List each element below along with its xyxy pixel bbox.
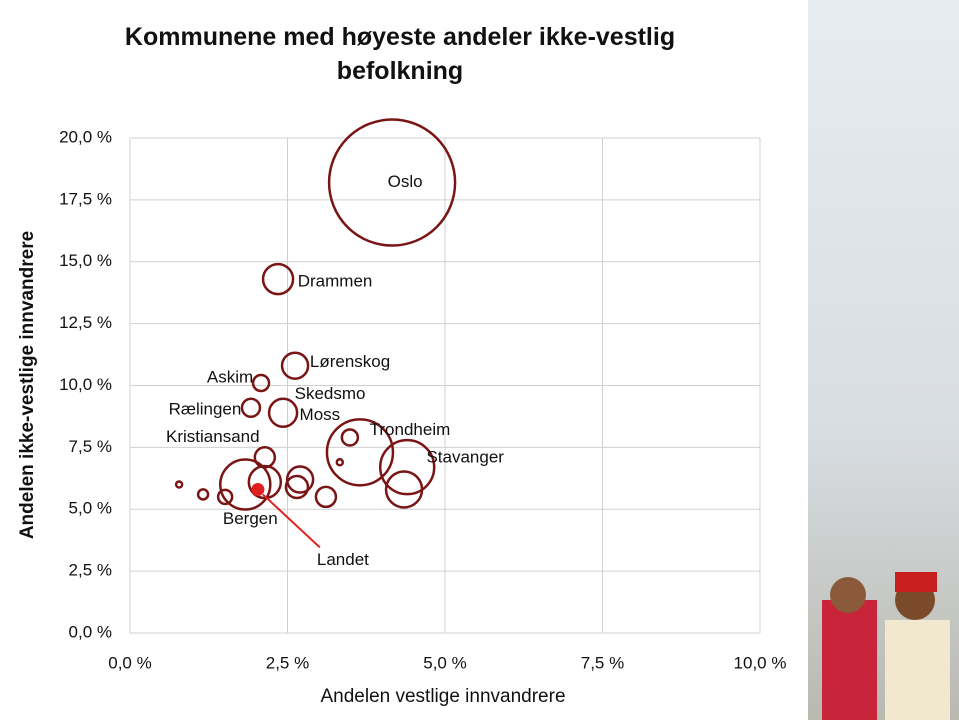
y-tick-label: 15,0 % (59, 251, 112, 270)
x-tick-label: 2,5 % (266, 653, 309, 672)
bubble (314, 485, 338, 509)
bubble (216, 488, 234, 506)
bubble-label: Skedsmo (295, 384, 366, 403)
bubble (174, 480, 184, 489)
bubble (251, 373, 271, 393)
x-tick-label: 7,5 % (581, 653, 624, 672)
highlight-bubble (251, 482, 265, 496)
y-tick-label: 12,5 % (59, 313, 112, 332)
y-tick-label: 20,0 % (59, 127, 112, 146)
bubble-label: Askim (207, 368, 253, 387)
bubble (340, 428, 360, 447)
x-tick-label: 0,0 % (108, 653, 151, 672)
bubble (285, 465, 315, 494)
highlight-pointer (262, 493, 321, 549)
bubble (384, 470, 424, 509)
x-tick-label: 5,0 % (423, 653, 466, 672)
bubble (240, 397, 262, 419)
bubble (247, 464, 283, 500)
highlight-label: Landet (317, 550, 369, 569)
bubble-label: Moss (300, 405, 341, 424)
y-tick-label: 7,5 % (69, 437, 112, 456)
y-tick-label: 0,0 % (69, 622, 112, 641)
bubble (280, 351, 310, 380)
bubble-label: Oslo (388, 172, 423, 191)
bubble-label: Rælingen (169, 399, 242, 418)
bubble-label: Stavanger (426, 448, 504, 467)
bubble-label: Bergen (223, 509, 278, 528)
bubble (325, 418, 395, 487)
y-tick-label: 2,5 % (69, 561, 112, 580)
x-axis-title: Andelen vestlige innvandrere (320, 686, 565, 707)
bubble (196, 488, 210, 501)
bubble (284, 474, 310, 500)
bubble (261, 262, 295, 296)
bubble (327, 118, 457, 247)
photo-people (822, 572, 950, 720)
bubble (219, 458, 272, 511)
x-tick-label: 10,0 % (734, 653, 787, 672)
y-tick-label: 5,0 % (69, 499, 112, 518)
y-axis-title: Andelen ikke-vestlige innvandrere (17, 231, 38, 539)
bubble-label: Kristiansand (166, 427, 260, 446)
bubble (267, 397, 299, 428)
bubble (378, 438, 436, 496)
bubble (335, 457, 345, 467)
y-tick-label: 17,5 % (59, 189, 112, 208)
y-tick-label: 10,0 % (59, 375, 112, 394)
bubble-label: Lørenskog (310, 352, 390, 371)
chart-title: Kommunene med høyeste andeler ikke-vestl… (124, 23, 676, 85)
bubble-label: Drammen (298, 272, 373, 291)
bubble-label: Trondheim (370, 420, 451, 439)
